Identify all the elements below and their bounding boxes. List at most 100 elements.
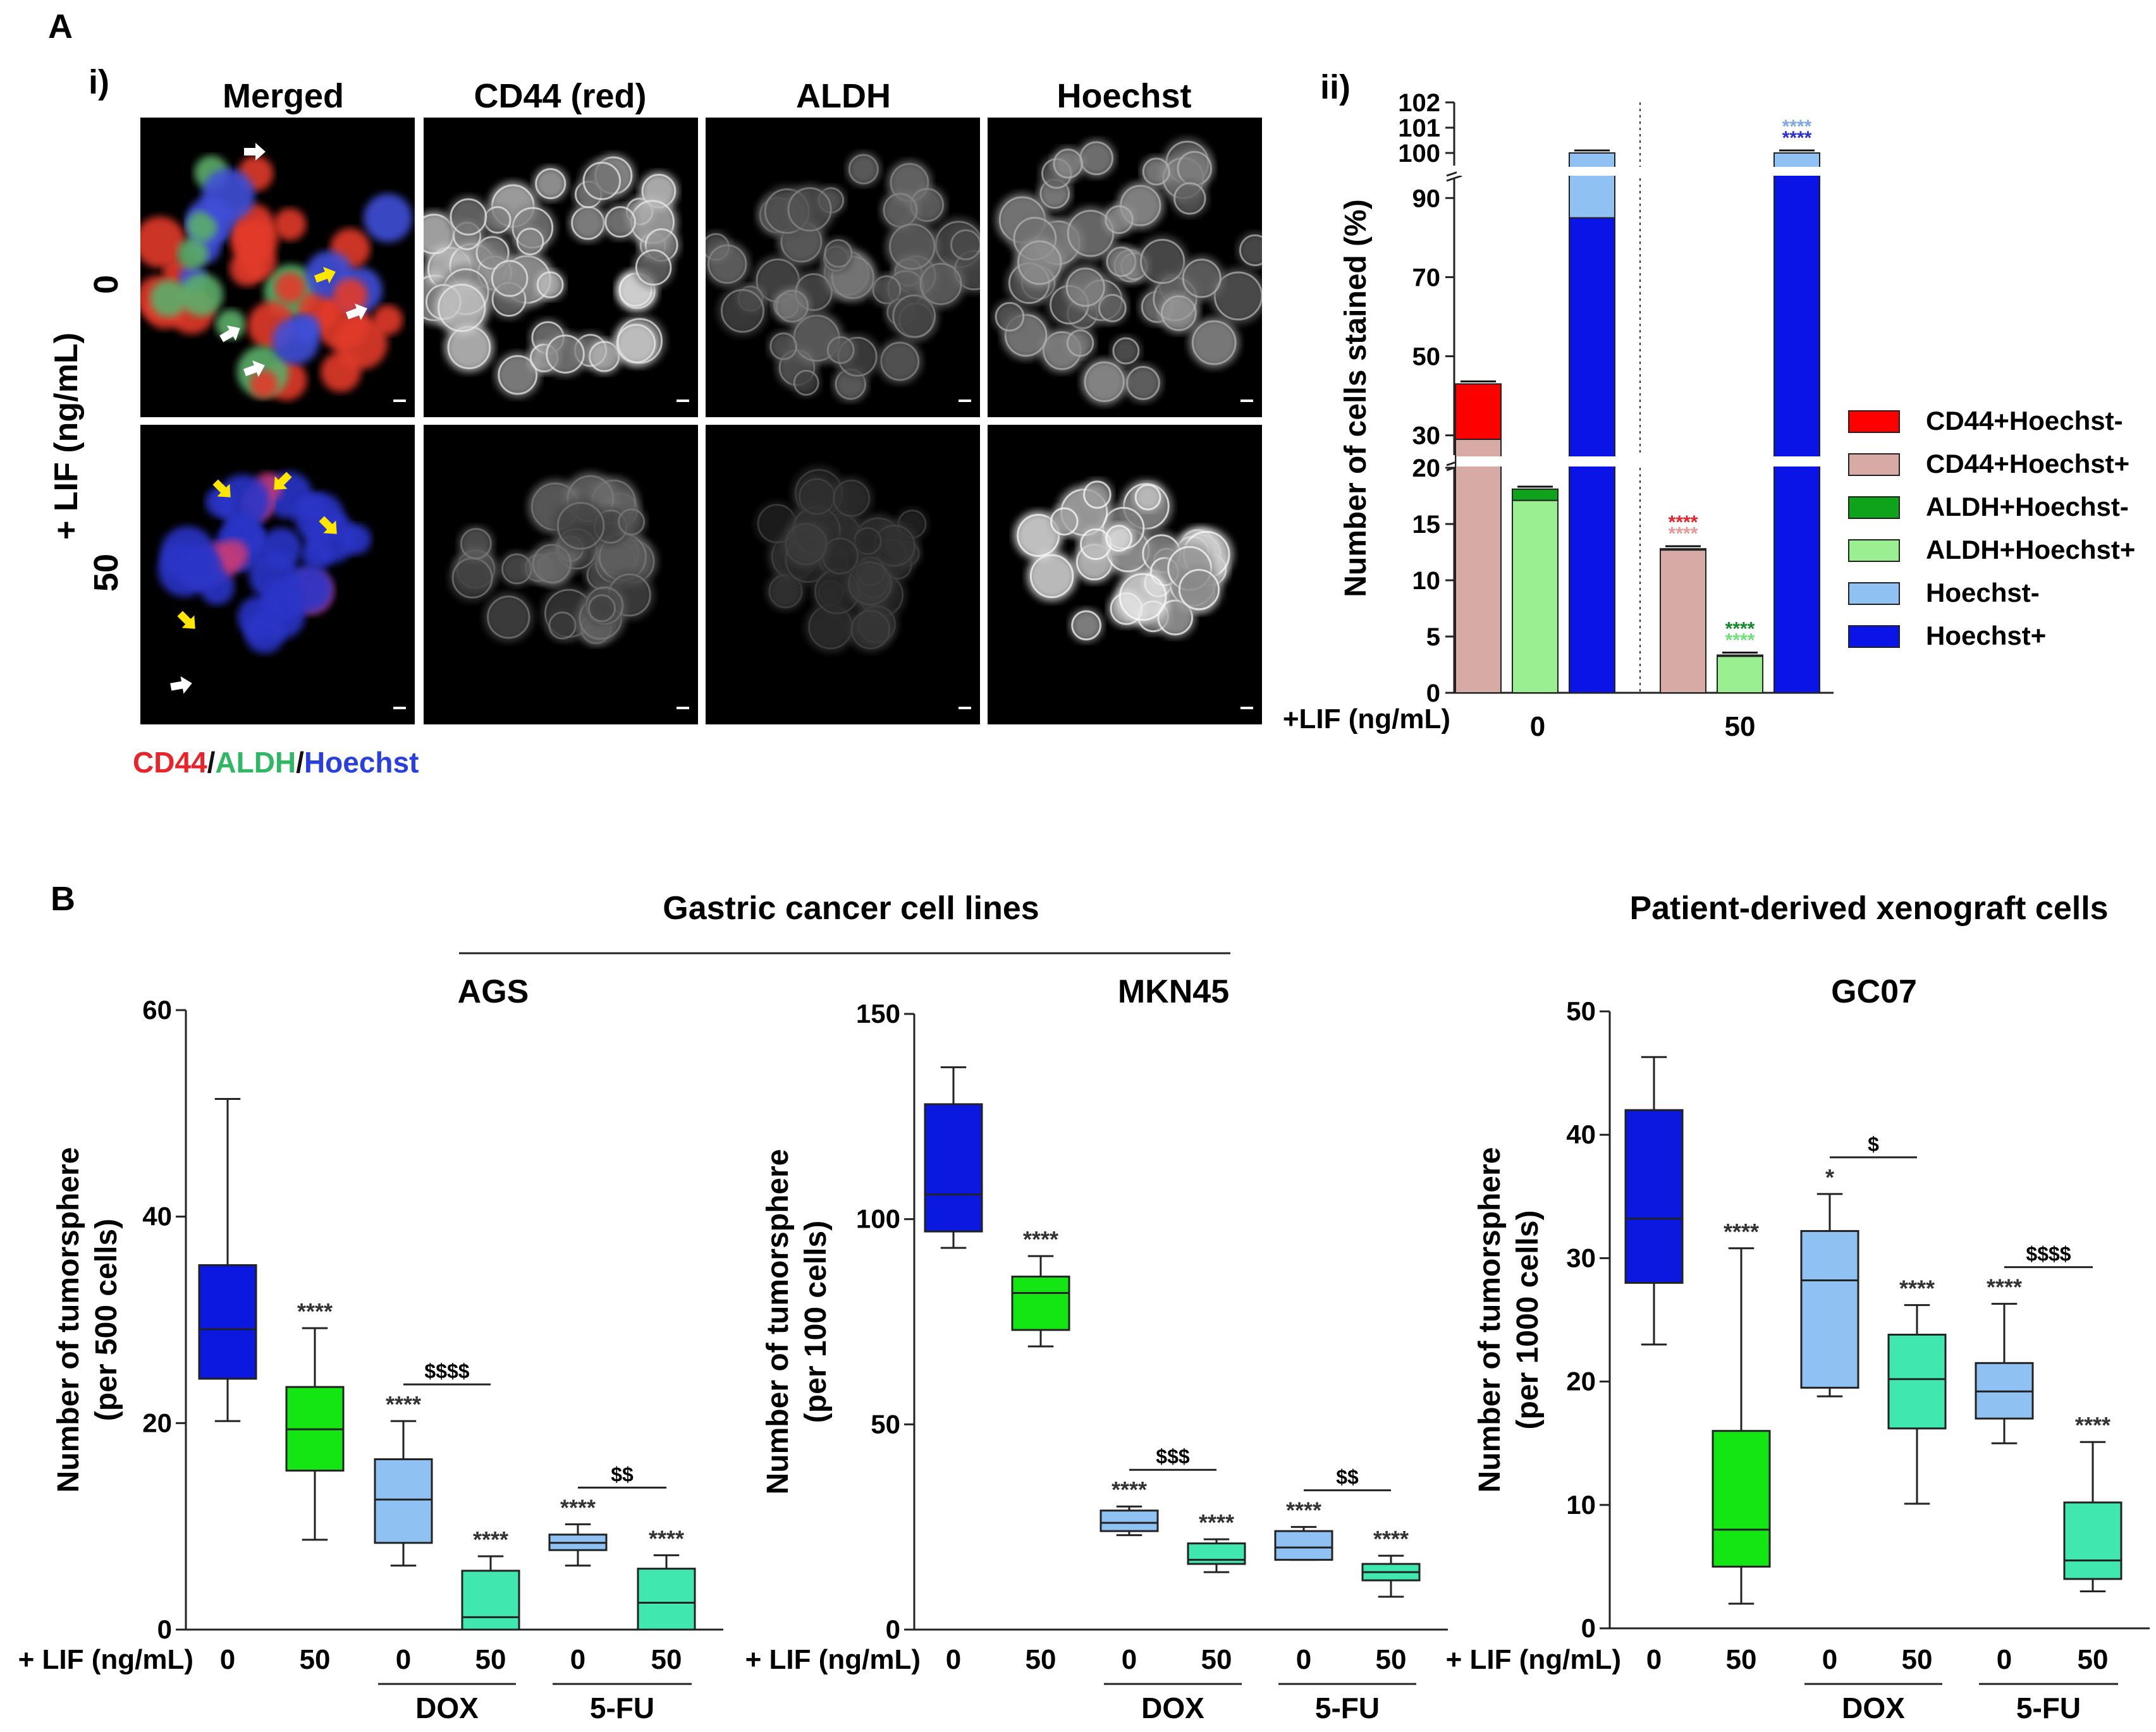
micro-cell [273,208,307,241]
legend-label: CD44+Hoechst- [1926,406,2123,436]
bracket-label: $$ [1336,1466,1359,1489]
significance-stars: **** [473,1527,508,1552]
micro-cell-rim [516,228,544,255]
y-tick-label: 150 [856,999,900,1028]
micro-panel-0-3 [988,118,1262,417]
arrow-icon [170,676,192,694]
micro-cell [886,220,939,273]
significance-stars: **** [1373,1526,1409,1552]
legend-sep1: / [207,746,216,779]
bracket-label: $$$$ [424,1360,469,1382]
micro-cell [1115,570,1170,624]
legend-label: ALDH+Hoechst+ [1926,535,2135,564]
significance-stars: **** [1669,523,1698,544]
micro-cell [1179,256,1224,301]
micro-panel-0-1 [424,118,698,417]
significance-stars: **** [649,1525,684,1551]
micro-cell-rim [787,187,832,232]
micro-cell-rim [892,294,936,338]
y-tick-label: 20 [1566,1367,1596,1396]
micro-cell [784,184,835,235]
micro-cell-rim [848,561,892,606]
micro-cell-rim [848,154,879,185]
scale-bar [677,399,689,402]
arrow-shape [319,516,337,534]
micro-cell [830,477,873,520]
significance-stars: **** [1899,1276,1935,1302]
micro-cell-rim [1105,205,1134,235]
micro-cell [768,331,799,362]
x-tick-label: 0 [220,1644,235,1675]
x-tick-label: 0 [1122,1644,1137,1675]
micro-cells [157,472,372,654]
micro-cell [845,558,895,609]
x-tick-label: 50 [1902,1644,1933,1675]
box [924,1103,983,1233]
y-axis-label: (per 100 cells) [799,1221,833,1423]
arrow-icon [219,325,240,343]
micro-cell-rim [1239,234,1262,267]
x-tick-label: 50 [1201,1644,1232,1675]
micro-cell [580,159,623,203]
y-tick-label: 10 [1566,1490,1596,1520]
chart-mkn45: 0 50 100 150 MKN45 Number of tumorsphere (per … [745,973,1448,1724]
y-tick-label: 20 [1412,454,1441,482]
micro-cell [1051,147,1085,180]
micro-cell [180,547,223,590]
arrow-icon [274,472,292,490]
micro-cell [1104,523,1134,553]
micro-panel-0-2 [706,118,980,417]
micro-cell [535,270,565,300]
micro-cell [482,204,513,235]
bracket-label: $$$$ [2026,1243,2071,1265]
chart-ags: 0 20 40 60 AGS Number of tumorsphere (per 500 … [18,973,723,1724]
box [1274,1530,1333,1561]
micro-cell [774,288,811,325]
micro-cell-rim [556,501,605,550]
micro-cell [458,526,494,561]
y-tick-label: 102 [1398,89,1440,117]
micro-cell [187,211,217,242]
significance-stars: **** [1112,1477,1147,1503]
micro-cell-rim [1112,337,1140,365]
x-tick-label: 0 [396,1644,411,1675]
y-tick-label: 50 [1566,996,1596,1026]
x-group-label: 0 [1530,711,1545,742]
micro-cell [275,272,305,303]
micro-cell [1172,180,1208,217]
scale-bar [677,707,689,709]
micro-panel-1-3 [988,425,1262,724]
micro-cell [1158,293,1199,333]
micro-cells [706,152,980,402]
micro-cell-rim [582,161,622,200]
significance-stars: **** [1023,1226,1058,1252]
y-tick-label: 101 [1398,114,1440,142]
micro-cell-rim [491,260,529,297]
y-tick-label: 0 [886,1614,900,1644]
y-axis-label: Number of cells stained (%) [1339,199,1373,597]
micro-cell [881,191,920,229]
micro-cell [1063,265,1108,310]
y-tick-label: 100 [1398,140,1440,168]
micro-cell-rim [460,528,492,560]
bar-segment [1455,438,1502,693]
significance-stars: **** [1782,116,1812,137]
micro-cell [603,204,638,240]
box [198,1264,257,1380]
micro-cell-rim [1139,238,1185,284]
bar-segment [1773,171,1820,693]
micro-cell [530,541,574,586]
y-tick-label: 50 [871,1409,900,1439]
arrow-icon [314,267,336,284]
panel-B-label: B [51,880,75,918]
micro-cell [871,521,919,570]
x-axis-prefix: + LIF (ng/mL) [745,1644,921,1675]
micro-cell [340,524,372,555]
legend-swatch [1848,453,1900,476]
micro-cell-rim [548,611,577,640]
micro-cell [878,339,922,384]
row-axis-label: + LIF (ng/mL) [48,332,85,540]
bar-segment [1512,499,1559,693]
micro-cell-rim [707,244,747,284]
